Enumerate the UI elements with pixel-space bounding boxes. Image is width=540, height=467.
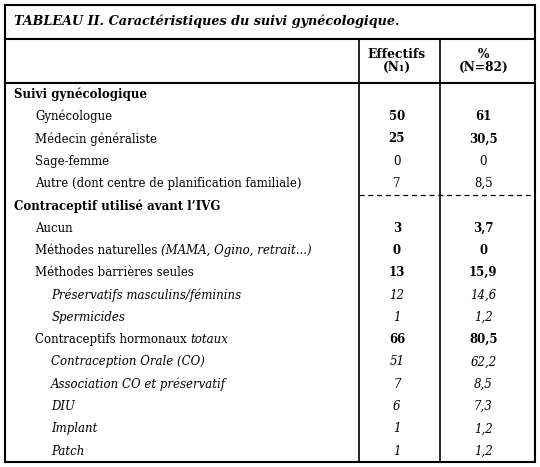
Text: Autre (dont centre de planification familiale): Autre (dont centre de planification fami…	[35, 177, 302, 190]
Text: (N=82): (N=82)	[458, 61, 508, 74]
Text: totaux: totaux	[191, 333, 228, 346]
Text: 0: 0	[393, 155, 401, 168]
Text: (N₁): (N₁)	[383, 61, 411, 74]
Text: Gynécologue: Gynécologue	[35, 110, 112, 123]
Text: 1,2: 1,2	[474, 311, 492, 324]
Text: Implant: Implant	[51, 422, 98, 435]
Text: 3,7: 3,7	[473, 222, 494, 234]
Text: Médecin généraliste: Médecin généraliste	[35, 132, 157, 146]
Text: 7,3: 7,3	[474, 400, 492, 413]
Text: Méthodes naturelles: Méthodes naturelles	[35, 244, 161, 257]
Text: Contraceptifs hormonaux: Contraceptifs hormonaux	[35, 333, 191, 346]
Text: Méthodes barrières seules: Méthodes barrières seules	[35, 266, 194, 279]
Text: 1: 1	[393, 311, 401, 324]
Text: Contraception Orale (CO): Contraception Orale (CO)	[51, 355, 205, 368]
Text: Association CO et préservatif: Association CO et préservatif	[51, 377, 226, 391]
Text: 1,2: 1,2	[474, 445, 492, 458]
Text: DIU: DIU	[51, 400, 75, 413]
Text: 66: 66	[389, 333, 405, 346]
Text: 14,6: 14,6	[470, 289, 496, 302]
Text: 12: 12	[389, 289, 404, 302]
Text: TABLEAU II. Caractéristiques du suivi gynécologique.: TABLEAU II. Caractéristiques du suivi gy…	[14, 15, 399, 28]
Text: %: %	[477, 48, 489, 61]
Text: Préservatifs masculins/féminins: Préservatifs masculins/féminins	[51, 288, 241, 302]
Text: 0: 0	[480, 155, 487, 168]
Text: Aucun: Aucun	[35, 222, 73, 234]
Text: 61: 61	[475, 110, 491, 123]
Text: 30,5: 30,5	[469, 132, 498, 145]
Text: (MAMA, Ogino, retrait...): (MAMA, Ogino, retrait...)	[161, 244, 312, 257]
Text: 6: 6	[393, 400, 401, 413]
Text: 51: 51	[389, 355, 404, 368]
Text: Suivi gynécologique: Suivi gynécologique	[14, 87, 146, 101]
Text: Patch: Patch	[51, 445, 85, 458]
Text: 1,2: 1,2	[474, 422, 492, 435]
Text: 3: 3	[393, 222, 401, 234]
Text: 7: 7	[393, 177, 401, 190]
Text: 1: 1	[393, 445, 401, 458]
Text: 25: 25	[389, 132, 405, 145]
Text: 8,5: 8,5	[474, 378, 492, 391]
Text: Contraceptif utilisé avant l’IVG: Contraceptif utilisé avant l’IVG	[14, 199, 220, 212]
Text: 0: 0	[393, 244, 401, 257]
Text: Effectifs: Effectifs	[368, 48, 426, 61]
Text: 8,5: 8,5	[474, 177, 492, 190]
Text: 80,5: 80,5	[469, 333, 497, 346]
Text: 0: 0	[479, 244, 488, 257]
Text: 15,9: 15,9	[469, 266, 497, 279]
Text: 50: 50	[389, 110, 405, 123]
Text: Spermicides: Spermicides	[51, 311, 125, 324]
Text: 62,2: 62,2	[470, 355, 496, 368]
Text: 1: 1	[393, 422, 401, 435]
Text: 13: 13	[389, 266, 405, 279]
Text: 7: 7	[393, 378, 401, 391]
Text: Sage-femme: Sage-femme	[35, 155, 109, 168]
